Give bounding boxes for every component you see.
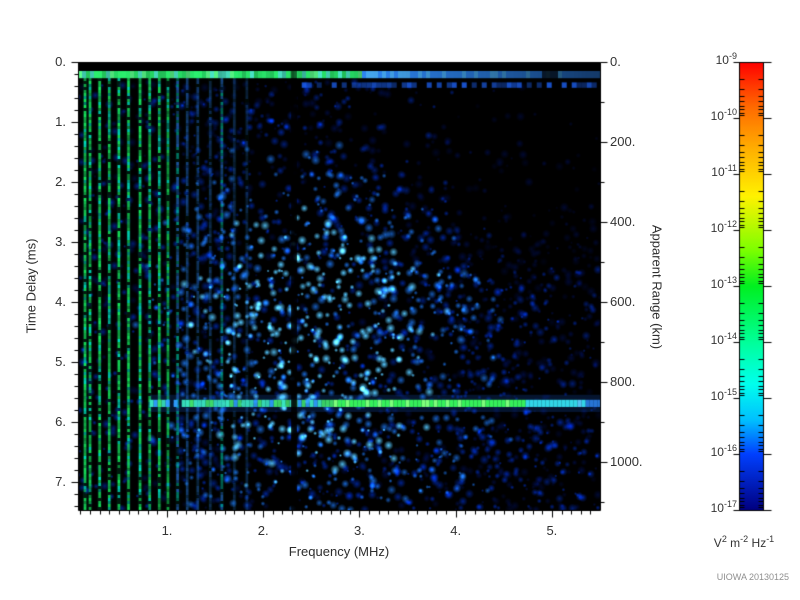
y-tick-label: 7. xyxy=(55,473,66,489)
x-tick-label: 5. xyxy=(546,523,558,538)
y2-tick-label: 0. xyxy=(610,54,621,69)
y-tick-label: 0. xyxy=(55,54,66,69)
y2-tick-label: 800. xyxy=(610,374,636,389)
x-tick-label: 3. xyxy=(354,523,365,538)
y2-tick-label: 200. xyxy=(610,134,636,149)
y-tick-label: 2. xyxy=(55,173,66,189)
y2-tick-label: 1000. xyxy=(610,454,643,469)
colorbar-tick-label: 10-9 xyxy=(715,51,737,67)
colorbar-tick-label: 10-14 xyxy=(710,331,737,347)
colorbar-tick-label: 10-17 xyxy=(710,499,737,515)
x-axis-label: Frequency (MHz) xyxy=(288,544,390,559)
y-tick-label: 4. xyxy=(55,293,66,309)
y2-axis-label: Apparent Range (km) xyxy=(649,224,665,350)
y-tick-label: 6. xyxy=(55,413,66,429)
watermark: UIOWA 20130125 xyxy=(716,572,789,582)
colorbar-tick-label: 10-10 xyxy=(710,107,737,123)
colorbar-unit-label: V2 m-2 Hz-1 xyxy=(713,534,775,550)
x-tick-label: 1. xyxy=(161,523,173,538)
y2-tick-label: 600. xyxy=(610,294,636,309)
y-tick-label: 5. xyxy=(55,353,66,369)
y2-tick-label: 400. xyxy=(610,214,636,229)
y-axis-label: Time Delay (ms) xyxy=(23,238,39,334)
colorbar-tick-label: 10-15 xyxy=(710,387,737,403)
x-tick-label: 4. xyxy=(450,523,462,538)
y-tick-label: 3. xyxy=(55,233,66,249)
y-tick-label: 1. xyxy=(55,113,66,129)
x-tick-label: 2. xyxy=(257,523,269,538)
colorbar-tick-label: 10-13 xyxy=(710,275,737,291)
colorbar-tick-label: 10-11 xyxy=(711,163,737,179)
colorbar-tick-label: 10-12 xyxy=(710,219,737,235)
colorbar-tick-label: 10-16 xyxy=(710,443,737,459)
